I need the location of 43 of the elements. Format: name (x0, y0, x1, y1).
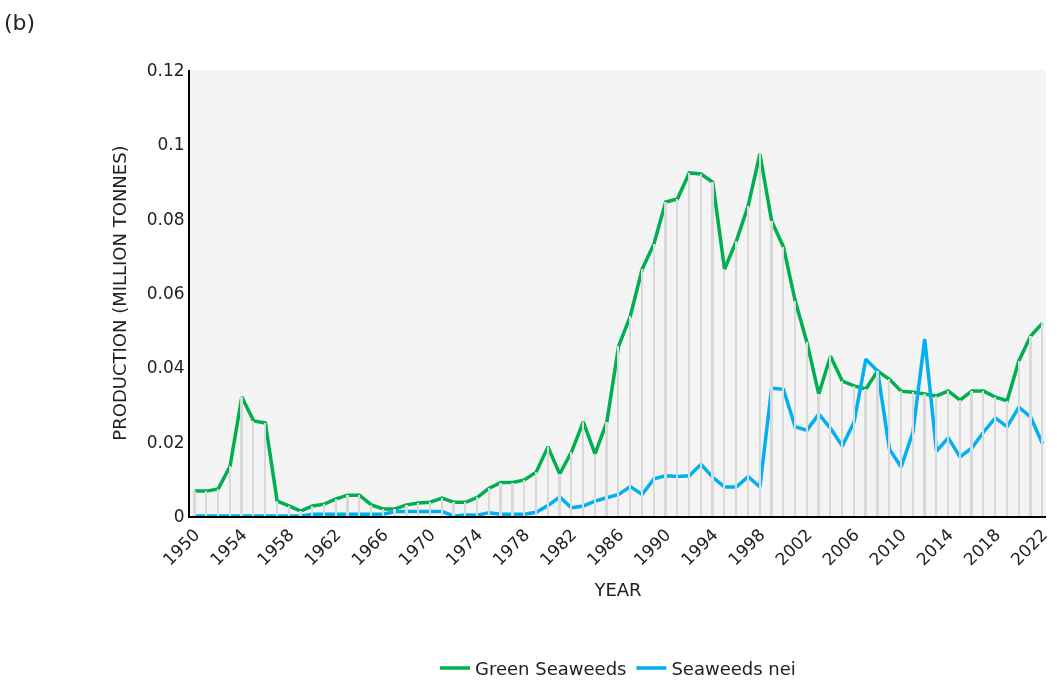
bar (935, 396, 937, 516)
y-tick-label: 0.06 (146, 282, 185, 303)
bar (535, 472, 537, 516)
legend-label: Green Seaweeds (475, 658, 627, 680)
y-tick-label: 0.04 (146, 357, 185, 378)
bar (405, 505, 408, 516)
bar (370, 505, 372, 516)
bar (335, 499, 337, 516)
y-tick-label: 0 (173, 505, 185, 526)
bar (323, 504, 325, 516)
bar (229, 466, 231, 516)
y-tick-label: 0.1 (157, 134, 185, 155)
bar (441, 498, 443, 516)
bar (299, 511, 302, 516)
bar (499, 483, 502, 516)
bar (311, 506, 313, 516)
bar (358, 495, 360, 516)
y-tick-label: 0.08 (146, 208, 185, 229)
bar (346, 495, 349, 516)
bar (570, 452, 572, 516)
bar (464, 502, 466, 516)
bar (276, 501, 278, 516)
bar (547, 447, 549, 516)
bar (912, 392, 914, 516)
y-axis-title: PRODUCTION (MILLION TONNES) (109, 145, 131, 441)
bar (476, 497, 478, 516)
y-tick-label: 0.12 (146, 59, 185, 80)
bar (417, 503, 419, 516)
bar (393, 509, 396, 516)
bar (452, 502, 455, 516)
bar (288, 506, 290, 516)
bar (888, 379, 890, 516)
bar (429, 502, 431, 516)
bar (488, 488, 490, 516)
bar (264, 423, 266, 516)
line-series (192, 152, 1045, 513)
bar (240, 397, 243, 516)
legend-label: Seaweeds nei (671, 658, 796, 680)
bar (382, 509, 384, 516)
y-tick-label: 0.02 (146, 431, 185, 452)
x-axis-title: YEAR (593, 578, 642, 600)
bar (853, 386, 855, 516)
text: (b) (4, 10, 36, 35)
